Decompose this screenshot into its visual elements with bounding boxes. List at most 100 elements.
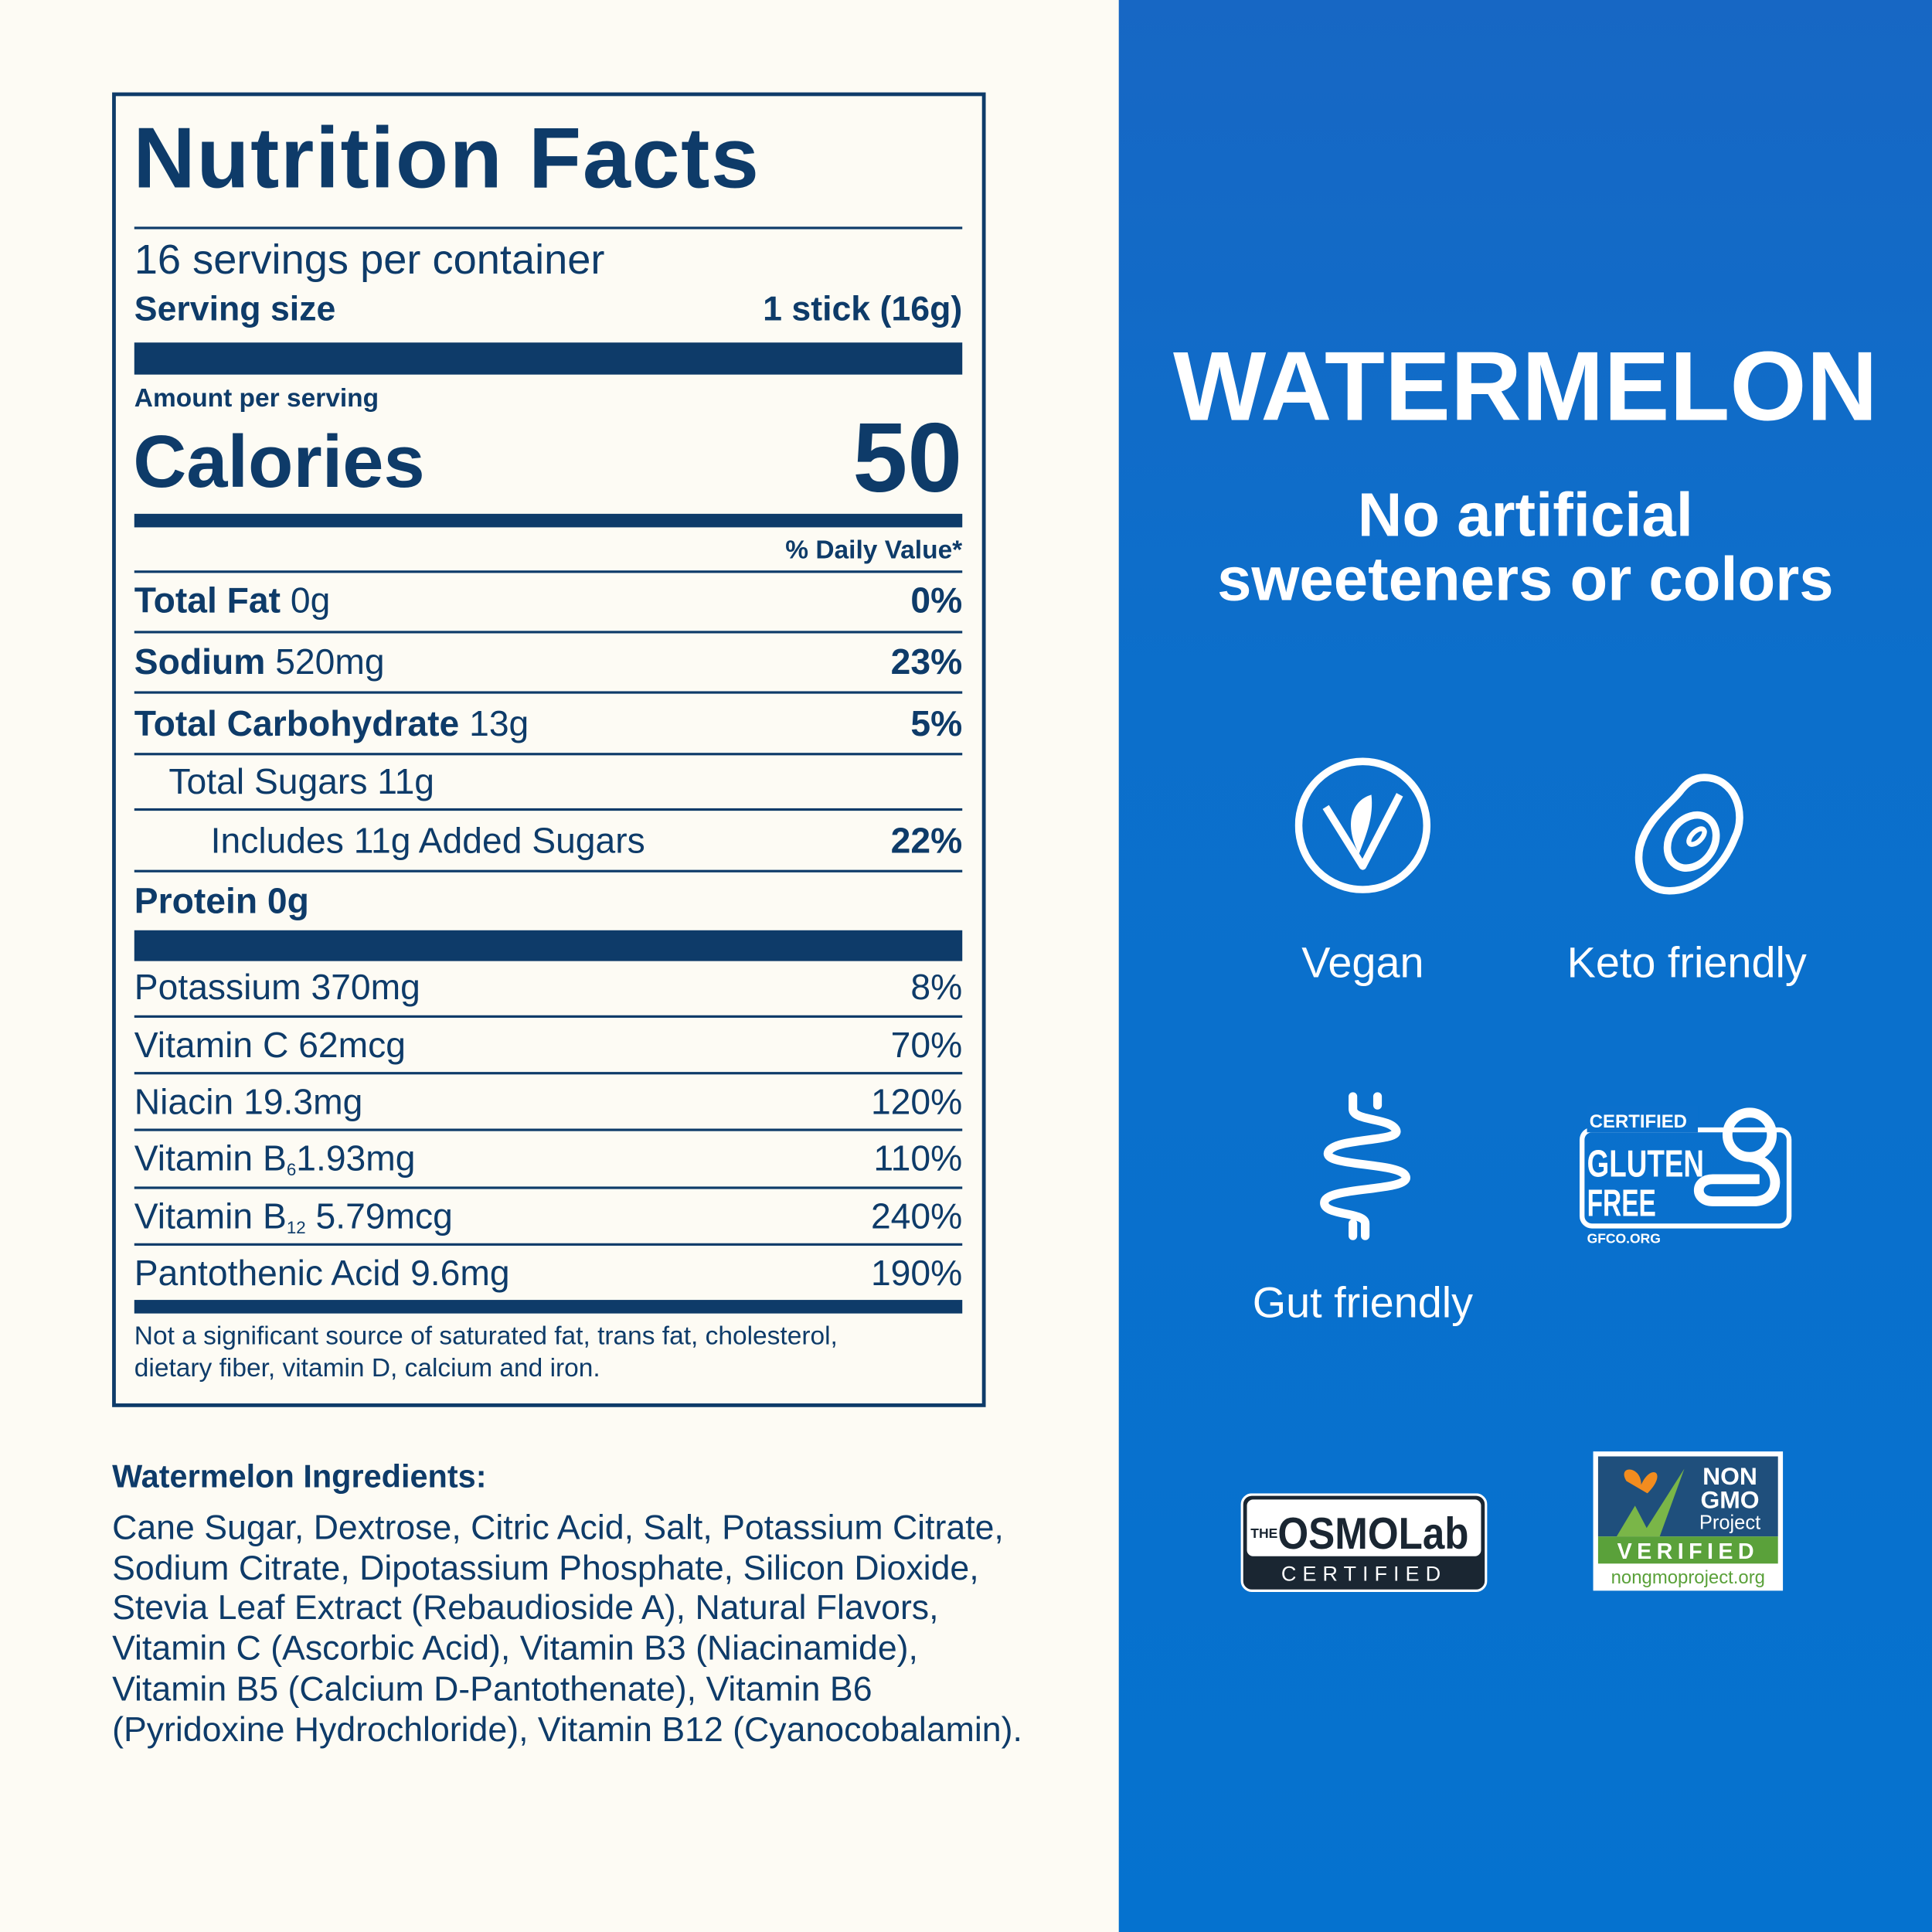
nutrient-name-group: Protein 0g bbox=[134, 883, 309, 923]
vitamin-name: Potassium 370mg bbox=[134, 968, 420, 1008]
tagline-line: No artificial bbox=[1357, 480, 1693, 550]
nutrient-name-group: Total Sugars 11g bbox=[134, 763, 434, 804]
nutrient-name-group: Sodium 520mg bbox=[134, 643, 385, 684]
ingredients-line: Stevia Leaf Extract (Rebaudioside A), Na… bbox=[112, 1588, 939, 1628]
keto-icon bbox=[1634, 774, 1743, 895]
logo-text: GLUTEN bbox=[1587, 1143, 1704, 1185]
serving-size-label: Serving size bbox=[134, 289, 336, 328]
nutrient-row: Total Sugars 11g bbox=[134, 758, 963, 811]
nutrient-dv: 0% bbox=[910, 581, 963, 621]
nutrient-name-group: Includes 11g Added Sugars bbox=[134, 821, 645, 862]
serving-size: 1 stick (16g) bbox=[763, 289, 963, 328]
footnote-line: Not a significant source of saturated fa… bbox=[134, 1321, 838, 1351]
footnote: Not a significant source of saturated fa… bbox=[134, 1321, 838, 1385]
dv-header-row: % Daily Value* bbox=[134, 530, 963, 573]
vitamin-dv: 190% bbox=[870, 1253, 963, 1294]
ingredients-line: Sodium Citrate, Dipotassium Phosphate, S… bbox=[112, 1548, 979, 1587]
ingredients-line: Vitamin B5 (Calcium D-Pantothenate), Vit… bbox=[112, 1669, 872, 1708]
medium-bar bbox=[134, 1300, 963, 1314]
ingredients-text: Cane Sugar, Dextrose, Citric Acid, Salt,… bbox=[112, 1509, 1022, 1750]
vitamin-subscript: 12 bbox=[286, 1216, 306, 1236]
osmo-logo: THE OSMOLab CERTIFIED bbox=[1240, 1493, 1488, 1592]
rule bbox=[134, 226, 963, 230]
label-box bbox=[112, 92, 986, 1407]
flavor-panel: WATERMELON No artificial sweeteners or co… bbox=[1118, 0, 1932, 1932]
vitamin-amount: 1.93mg bbox=[296, 1139, 416, 1179]
ingredients-title: Watermelon Ingredients: bbox=[112, 1458, 487, 1495]
gluten-free-logo: CERTIFIED GLUTEN FREE GFCO.ORG bbox=[1580, 1105, 1792, 1247]
calories-label: Calories bbox=[133, 420, 425, 503]
ingredients-line: Cane Sugar, Dextrose, Citric Acid, Salt,… bbox=[112, 1508, 1004, 1546]
vitamin-dv: 70% bbox=[890, 1026, 963, 1066]
medium-bar bbox=[134, 513, 963, 528]
logo-text: CERTIFIED bbox=[1281, 1562, 1447, 1586]
logo-text: OSMOLab bbox=[1277, 1509, 1468, 1559]
thick-bar bbox=[134, 342, 963, 375]
calories-value: 50 bbox=[852, 403, 963, 513]
nutrient-dv: 22% bbox=[890, 821, 963, 861]
vitamin-amount: 5.79mcg bbox=[305, 1196, 453, 1236]
nutrient-name: Protein 0g bbox=[134, 882, 309, 922]
tagline: No artificial sweeteners or colors bbox=[1217, 483, 1834, 611]
servings: 16 servings per container bbox=[134, 236, 605, 284]
vitamin-name: Pantothenic Acid 9.6mg bbox=[134, 1253, 510, 1294]
nutrient-amount: 13g bbox=[469, 704, 529, 744]
vitamin-row: Vitamin B12 5.79mcg 240% bbox=[134, 1192, 963, 1246]
gut-icon bbox=[1320, 1092, 1410, 1240]
vitamin-subscript: 6 bbox=[286, 1159, 297, 1179]
vitamin-name-group: Vitamin B61.93mg bbox=[134, 1140, 416, 1181]
nutrient-name: Total Sugars 11g bbox=[168, 762, 435, 802]
vitamin-dv: 110% bbox=[873, 1139, 963, 1179]
vitamin-name: Vitamin C 62mcg bbox=[134, 1026, 406, 1066]
vegan-icon bbox=[1294, 757, 1431, 893]
logo-text: NON bbox=[1702, 1462, 1757, 1490]
logo-text: GMO bbox=[1700, 1486, 1759, 1514]
badge-label: Keto friendly bbox=[1566, 938, 1807, 988]
nutrient-row: Includes 11g Added Sugars 22% bbox=[134, 813, 963, 872]
vitamin-row: Potassium 370mg 8% bbox=[134, 961, 963, 1018]
logo-text: GFCO.ORG bbox=[1587, 1231, 1661, 1247]
nutrient-name-group: Total Fat 0g bbox=[134, 582, 331, 623]
nutrient-row: Total Carbohydrate 13g 5% bbox=[134, 696, 963, 756]
vitamin-row: Vitamin C 62mcg 70% bbox=[134, 1020, 963, 1075]
ingredients-line: (Pyridoxine Hydrochloride), Vitamin B12 … bbox=[112, 1709, 1022, 1748]
dv-header: % Daily Value* bbox=[785, 535, 963, 564]
nutrient-row: Protein 0g bbox=[134, 875, 962, 930]
vitamin-name: Vitamin B bbox=[134, 1139, 287, 1179]
nutrient-dv: 23% bbox=[890, 643, 963, 683]
nutrient-name: Total Carbohydrate bbox=[134, 704, 460, 744]
nutrient-amount: 520mg bbox=[275, 643, 385, 683]
serving-size-row: Serving size 1 stick (16g) bbox=[134, 288, 962, 330]
non-gmo-logo: NON GMO Project VERIFIED nongmoproject.o… bbox=[1593, 1451, 1784, 1591]
vitamin-name-group: Vitamin B12 5.79mcg bbox=[134, 1197, 453, 1238]
vitamin-name-group: Pantothenic Acid 9.6mg bbox=[134, 1253, 510, 1294]
nutrient-name-group: Total Carbohydrate 13g bbox=[134, 704, 529, 745]
footnote-line: dietary fiber, vitamin D, calcium and ir… bbox=[134, 1354, 600, 1383]
logo-text: CERTIFIED bbox=[1590, 1111, 1687, 1132]
vitamin-name-group: Vitamin C 62mcg bbox=[134, 1026, 406, 1066]
flavor-name: WATERMELON bbox=[1173, 331, 1878, 441]
logo-text: nongmoproject.org bbox=[1611, 1567, 1765, 1588]
logo-text: FREE bbox=[1587, 1182, 1656, 1225]
amount-per-serving: Amount per serving bbox=[134, 384, 379, 413]
badge-label: Gut friendly bbox=[1252, 1278, 1474, 1328]
nutrient-name: Total Fat bbox=[134, 581, 281, 621]
nutrient-amount: 0g bbox=[290, 581, 331, 621]
vitamin-dv: 240% bbox=[870, 1196, 963, 1236]
vitamin-name-group: Potassium 370mg bbox=[134, 968, 420, 1009]
nutrient-name: Includes 11g Added Sugars bbox=[210, 821, 645, 861]
nutrient-row: Sodium 520mg 23% bbox=[134, 636, 963, 694]
label-title: Nutrition Facts bbox=[133, 109, 760, 206]
vitamin-row: Vitamin B61.93mg 110% bbox=[134, 1134, 963, 1189]
vitamin-name: Vitamin B bbox=[134, 1196, 287, 1236]
vitamin-name-group: Niacin 19.3mg bbox=[134, 1083, 363, 1124]
logo-text: VERIFIED bbox=[1617, 1539, 1759, 1564]
vitamin-dv: 8% bbox=[910, 968, 963, 1008]
badge-label: Vegan bbox=[1301, 938, 1424, 988]
vitamin-row: Pantothenic Acid 9.6mg 190% bbox=[134, 1248, 962, 1300]
vitamin-row: Niacin 19.3mg 120% bbox=[134, 1077, 963, 1131]
tagline-line: sweeteners or colors bbox=[1217, 544, 1834, 614]
vitamin-dv: 120% bbox=[870, 1082, 963, 1122]
logo-text: Project bbox=[1699, 1512, 1760, 1534]
